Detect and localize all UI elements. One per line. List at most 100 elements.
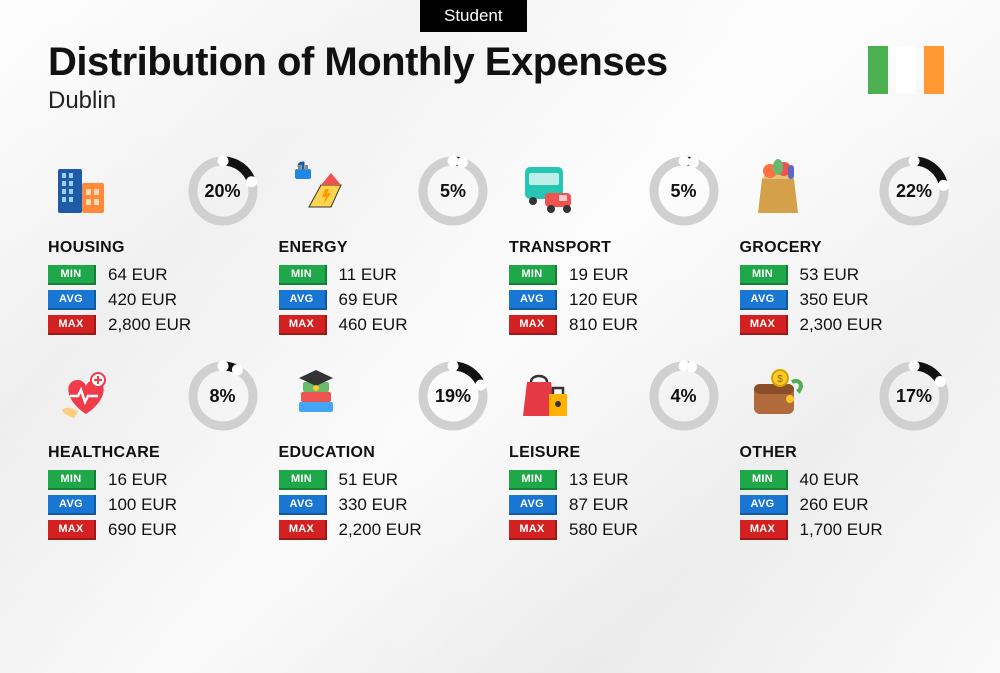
other-icon: $: [740, 358, 816, 434]
stat-value-max: 1,700 EUR: [800, 520, 883, 540]
stat-value-min: 13 EUR: [569, 470, 629, 490]
stat-value-max: 2,300 EUR: [800, 315, 883, 335]
stat-row-max: MAX2,800 EUR: [48, 315, 261, 335]
stats-block: MIN13 EUR AVG87 EUR MAX580 EUR: [509, 470, 722, 540]
grocery-icon: [740, 153, 816, 229]
stat-row-max: MAX460 EUR: [279, 315, 492, 335]
stat-value-avg: 87 EUR: [569, 495, 629, 515]
stat-row-avg: AVG 69 EUR: [279, 290, 492, 310]
category-card: 22%GROCERYMIN53 EURAVG350 EURMAX2,300 EU…: [740, 153, 953, 340]
category-card: 5%TRANSPORTMIN19 EURAVG120 EURMAX810 EUR: [509, 153, 722, 340]
pct-label: 8%: [185, 358, 261, 434]
flag-stripe-green: [868, 46, 888, 94]
tag-min: MIN: [48, 470, 96, 490]
tag-min: MIN: [279, 470, 327, 490]
stat-row-max: MAX580 EUR: [509, 520, 722, 540]
pct-donut: 4%: [646, 358, 722, 434]
pct-donut: 8%: [185, 358, 261, 434]
stat-value-avg: 420 EUR: [108, 290, 177, 310]
stat-row-avg: AVG 260 EUR: [740, 495, 953, 515]
stat-row-avg: AVG87 EUR: [509, 495, 722, 515]
category-name: HEALTHCARE: [48, 444, 261, 462]
stat-row-min: MIN53 EUR: [740, 265, 953, 285]
stat-row-max: MAX 2,300 EUR: [740, 315, 953, 335]
page-title: Distribution of Monthly Expenses: [48, 40, 668, 85]
stat-value-max: 460 EUR: [339, 315, 408, 335]
leisure-icon: [509, 358, 585, 434]
stat-row-min: MIN 19 EUR: [509, 265, 722, 285]
stat-value-avg: 120 EUR: [569, 290, 638, 310]
svg-text:$: $: [777, 374, 783, 385]
pct-label: 17%: [876, 358, 952, 434]
stat-value-min: 53 EUR: [800, 265, 860, 285]
pct-donut: 5%: [415, 153, 491, 229]
stat-value-max: 690 EUR: [108, 520, 177, 540]
transport-icon: [509, 153, 585, 229]
pct-label: 22%: [876, 153, 952, 229]
stat-value-min: 51 EUR: [339, 470, 399, 490]
tag-max: MAX: [509, 315, 557, 335]
category-card: 8% HEALTHCARE MIN 16 EUR AVG100 EUR MAX 690 EU…: [48, 358, 261, 545]
stats-block: MIN 16 EUR AVG100 EUR MAX 690 EUR: [48, 470, 261, 540]
tag-max: MAX: [740, 315, 788, 335]
category-card: 20%HOUSINGMIN64 EURAVG420 EURMAX2,800 EU…: [48, 153, 261, 340]
pct-label: 19%: [415, 358, 491, 434]
tag-min: MIN: [48, 265, 96, 285]
stat-row-max: MAX 1,700 EUR: [740, 520, 953, 540]
stat-row-avg: AVG100 EUR: [48, 495, 261, 515]
stat-row-min: MIN11 EUR: [279, 265, 492, 285]
tag-max: MAX: [509, 520, 557, 540]
city-subtitle: Dublin: [48, 87, 668, 115]
pct-donut: 19%: [415, 358, 491, 434]
pct-label: 5%: [415, 153, 491, 229]
stats-block: MIN11 EUR AVG 69 EUR MAX460 EUR: [279, 265, 492, 335]
pct-donut: 22%: [876, 153, 952, 229]
stat-value-avg: 260 EUR: [800, 495, 869, 515]
tag-avg: AVG: [279, 495, 327, 515]
badge-student: Student: [420, 0, 527, 32]
stat-value-min: 16 EUR: [108, 470, 168, 490]
pct-label: 20%: [185, 153, 261, 229]
category-card: 4%LEISUREMIN13 EURAVG87 EURMAX580 EUR: [509, 358, 722, 545]
education-icon: [279, 358, 355, 434]
category-card: 19% EDUCATION MIN 51 EUR AVG330 EUR MAX 2,200 …: [279, 358, 492, 545]
category-name: OTHER: [740, 444, 953, 462]
stat-row-max: MAX 2,200 EUR: [279, 520, 492, 540]
category-grid: 20%HOUSINGMIN64 EURAVG420 EURMAX2,800 EU…: [0, 125, 1000, 575]
stat-value-avg: 69 EUR: [339, 290, 399, 310]
tag-avg: AVG: [740, 290, 788, 310]
energy-icon: [279, 153, 355, 229]
stat-value-min: 11 EUR: [339, 265, 397, 285]
stats-block: MIN53 EUR AVG 350 EUR MAX 2,300 EUR: [740, 265, 953, 335]
category-name: EDUCATION: [279, 444, 492, 462]
stat-row-min: MIN40 EUR: [740, 470, 953, 490]
stat-value-max: 2,800 EUR: [108, 315, 191, 335]
stat-row-avg: AVG330 EUR: [279, 495, 492, 515]
tag-max: MAX: [48, 520, 96, 540]
stat-row-max: MAX 810 EUR: [509, 315, 722, 335]
stat-value-min: 19 EUR: [569, 265, 629, 285]
flag-ireland: [868, 46, 944, 94]
category-card: $17% OTHER MIN40 EUR AVG 260 EUR MAX 1,700 EUR: [740, 358, 953, 545]
pct-donut: 5%: [646, 153, 722, 229]
stat-value-min: 64 EUR: [108, 265, 168, 285]
stat-value-max: 810 EUR: [569, 315, 638, 335]
tag-avg: AVG: [48, 290, 96, 310]
stat-row-max: MAX 690 EUR: [48, 520, 261, 540]
tag-avg: AVG: [740, 495, 788, 515]
stat-value-max: 2,200 EUR: [339, 520, 422, 540]
category-name: TRANSPORT: [509, 239, 722, 257]
stat-row-min: MIN13 EUR: [509, 470, 722, 490]
category-name: ENERGY: [279, 239, 492, 257]
pct-donut: 20%: [185, 153, 261, 229]
stat-value-avg: 100 EUR: [108, 495, 177, 515]
tag-avg: AVG: [279, 290, 327, 310]
tag-max: MAX: [740, 520, 788, 540]
tag-max: MAX: [279, 520, 327, 540]
stats-block: MIN19 EURAVG120 EURMAX810 EUR: [509, 265, 722, 335]
tag-min: MIN: [509, 265, 557, 285]
stat-value-avg: 350 EUR: [800, 290, 869, 310]
healthcare-icon: [48, 358, 124, 434]
stats-block: MIN40 EUR AVG 260 EUR MAX 1,700 EUR: [740, 470, 953, 540]
flag-stripe-white: [896, 46, 916, 94]
